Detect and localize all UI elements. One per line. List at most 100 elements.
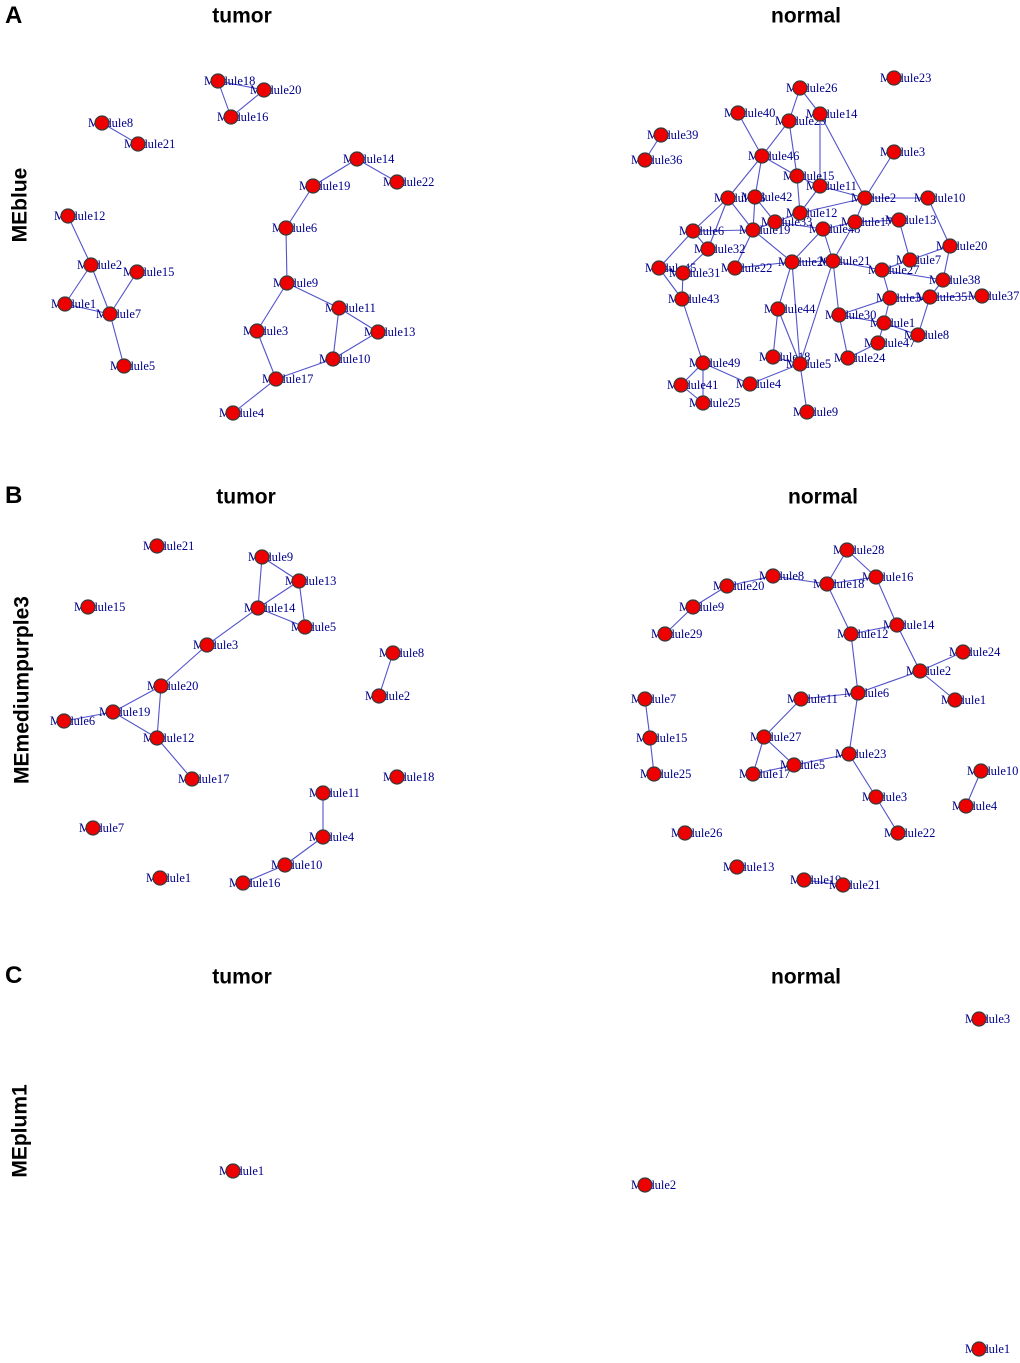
graph-edge	[257, 556, 263, 609]
panel-b-row-label: MEmediumpurple3	[10, 596, 34, 784]
graph-node	[770, 301, 786, 317]
graph-edge	[257, 580, 300, 609]
graph-node	[149, 538, 165, 554]
graph-edge	[692, 229, 754, 232]
panel-a-normal-header: normal	[770, 4, 842, 28]
graph-edge	[763, 698, 802, 738]
graph-node	[745, 222, 761, 238]
graph-edge	[875, 576, 898, 626]
graph-node	[129, 264, 145, 280]
graph-node	[673, 377, 689, 393]
graph-node	[942, 238, 958, 254]
graph-node	[56, 713, 72, 729]
graph-edge	[799, 260, 834, 365]
graph-node	[277, 857, 293, 873]
graph-node	[831, 307, 847, 323]
graph-node	[765, 568, 781, 584]
panel-b-tumor-header: tumor	[216, 485, 276, 509]
graph-edge	[332, 331, 379, 360]
graph-edge	[112, 711, 158, 739]
graph-edge	[109, 313, 125, 367]
graph-edge	[799, 363, 808, 413]
graph-edge	[232, 378, 277, 414]
graph-node	[389, 769, 405, 785]
graph-edge	[298, 580, 306, 628]
graph-edge	[838, 297, 891, 316]
graph-edge	[64, 264, 92, 305]
graph-node	[971, 1011, 987, 1027]
graph-edge	[850, 624, 898, 635]
graph-edge	[702, 362, 751, 385]
graph-edge	[338, 307, 379, 333]
graph-node	[839, 542, 855, 558]
graph-node	[812, 106, 828, 122]
graph-edge	[285, 227, 288, 284]
graph-edge	[838, 314, 885, 324]
graph-node	[847, 214, 863, 230]
graph-node	[331, 300, 347, 316]
graph-node	[819, 576, 835, 592]
graph-node	[315, 785, 331, 801]
graph-node	[637, 152, 653, 168]
graph-edge	[64, 303, 111, 315]
graph-edge	[777, 308, 801, 365]
graph-node	[742, 376, 758, 392]
graph-node	[812, 178, 828, 194]
graph-node	[958, 798, 974, 814]
graph-edge	[881, 269, 944, 281]
graph-node	[149, 730, 165, 746]
graph-edge	[256, 282, 288, 332]
graph-node	[235, 875, 251, 891]
graph-edge	[707, 197, 729, 250]
graph-node	[947, 692, 963, 708]
graph-node	[799, 404, 815, 420]
graph-node	[786, 757, 802, 773]
graph-node	[268, 371, 284, 387]
graph-node	[843, 626, 859, 642]
graph-edge	[726, 575, 774, 587]
graph-node	[729, 859, 745, 875]
graph-edge	[850, 633, 859, 694]
graph-node	[60, 208, 76, 224]
graph-node	[720, 190, 736, 206]
graph-edge	[160, 644, 208, 687]
graph-node	[646, 766, 662, 782]
graph-node	[637, 1177, 653, 1193]
graph-node	[653, 127, 669, 143]
graph-edge	[67, 215, 92, 266]
graph-node	[184, 771, 200, 787]
graph-node	[256, 82, 272, 98]
graph-edge	[356, 158, 398, 183]
graph-edge	[929, 295, 983, 298]
graph-node	[727, 260, 743, 276]
graph-edge	[864, 151, 895, 199]
graph-node	[868, 789, 884, 805]
graph-node	[922, 289, 938, 305]
graph-node	[674, 291, 690, 307]
graph-edge	[826, 576, 877, 585]
graph-node	[868, 569, 884, 585]
graph-node	[94, 115, 110, 131]
graph-node	[974, 288, 990, 304]
panel-a-letter: A	[5, 2, 23, 29]
graph-node	[973, 763, 989, 779]
graph-node	[677, 825, 693, 841]
graph-edge	[90, 264, 111, 315]
panel-b-letter: B	[5, 482, 23, 509]
graph-node	[223, 109, 239, 125]
graph-node	[250, 600, 266, 616]
graph-node	[305, 178, 321, 194]
graph-node	[637, 691, 653, 707]
graph-edge	[217, 80, 265, 91]
graph-node	[745, 766, 761, 782]
graph-edge	[63, 711, 114, 722]
graph-node	[102, 306, 118, 322]
graph-node	[57, 296, 73, 312]
graph-node	[955, 644, 971, 660]
graph-node	[756, 729, 772, 745]
graph-node	[210, 73, 226, 89]
graph-node	[80, 599, 96, 615]
graph-edge	[832, 260, 840, 316]
graph-node	[349, 151, 365, 167]
